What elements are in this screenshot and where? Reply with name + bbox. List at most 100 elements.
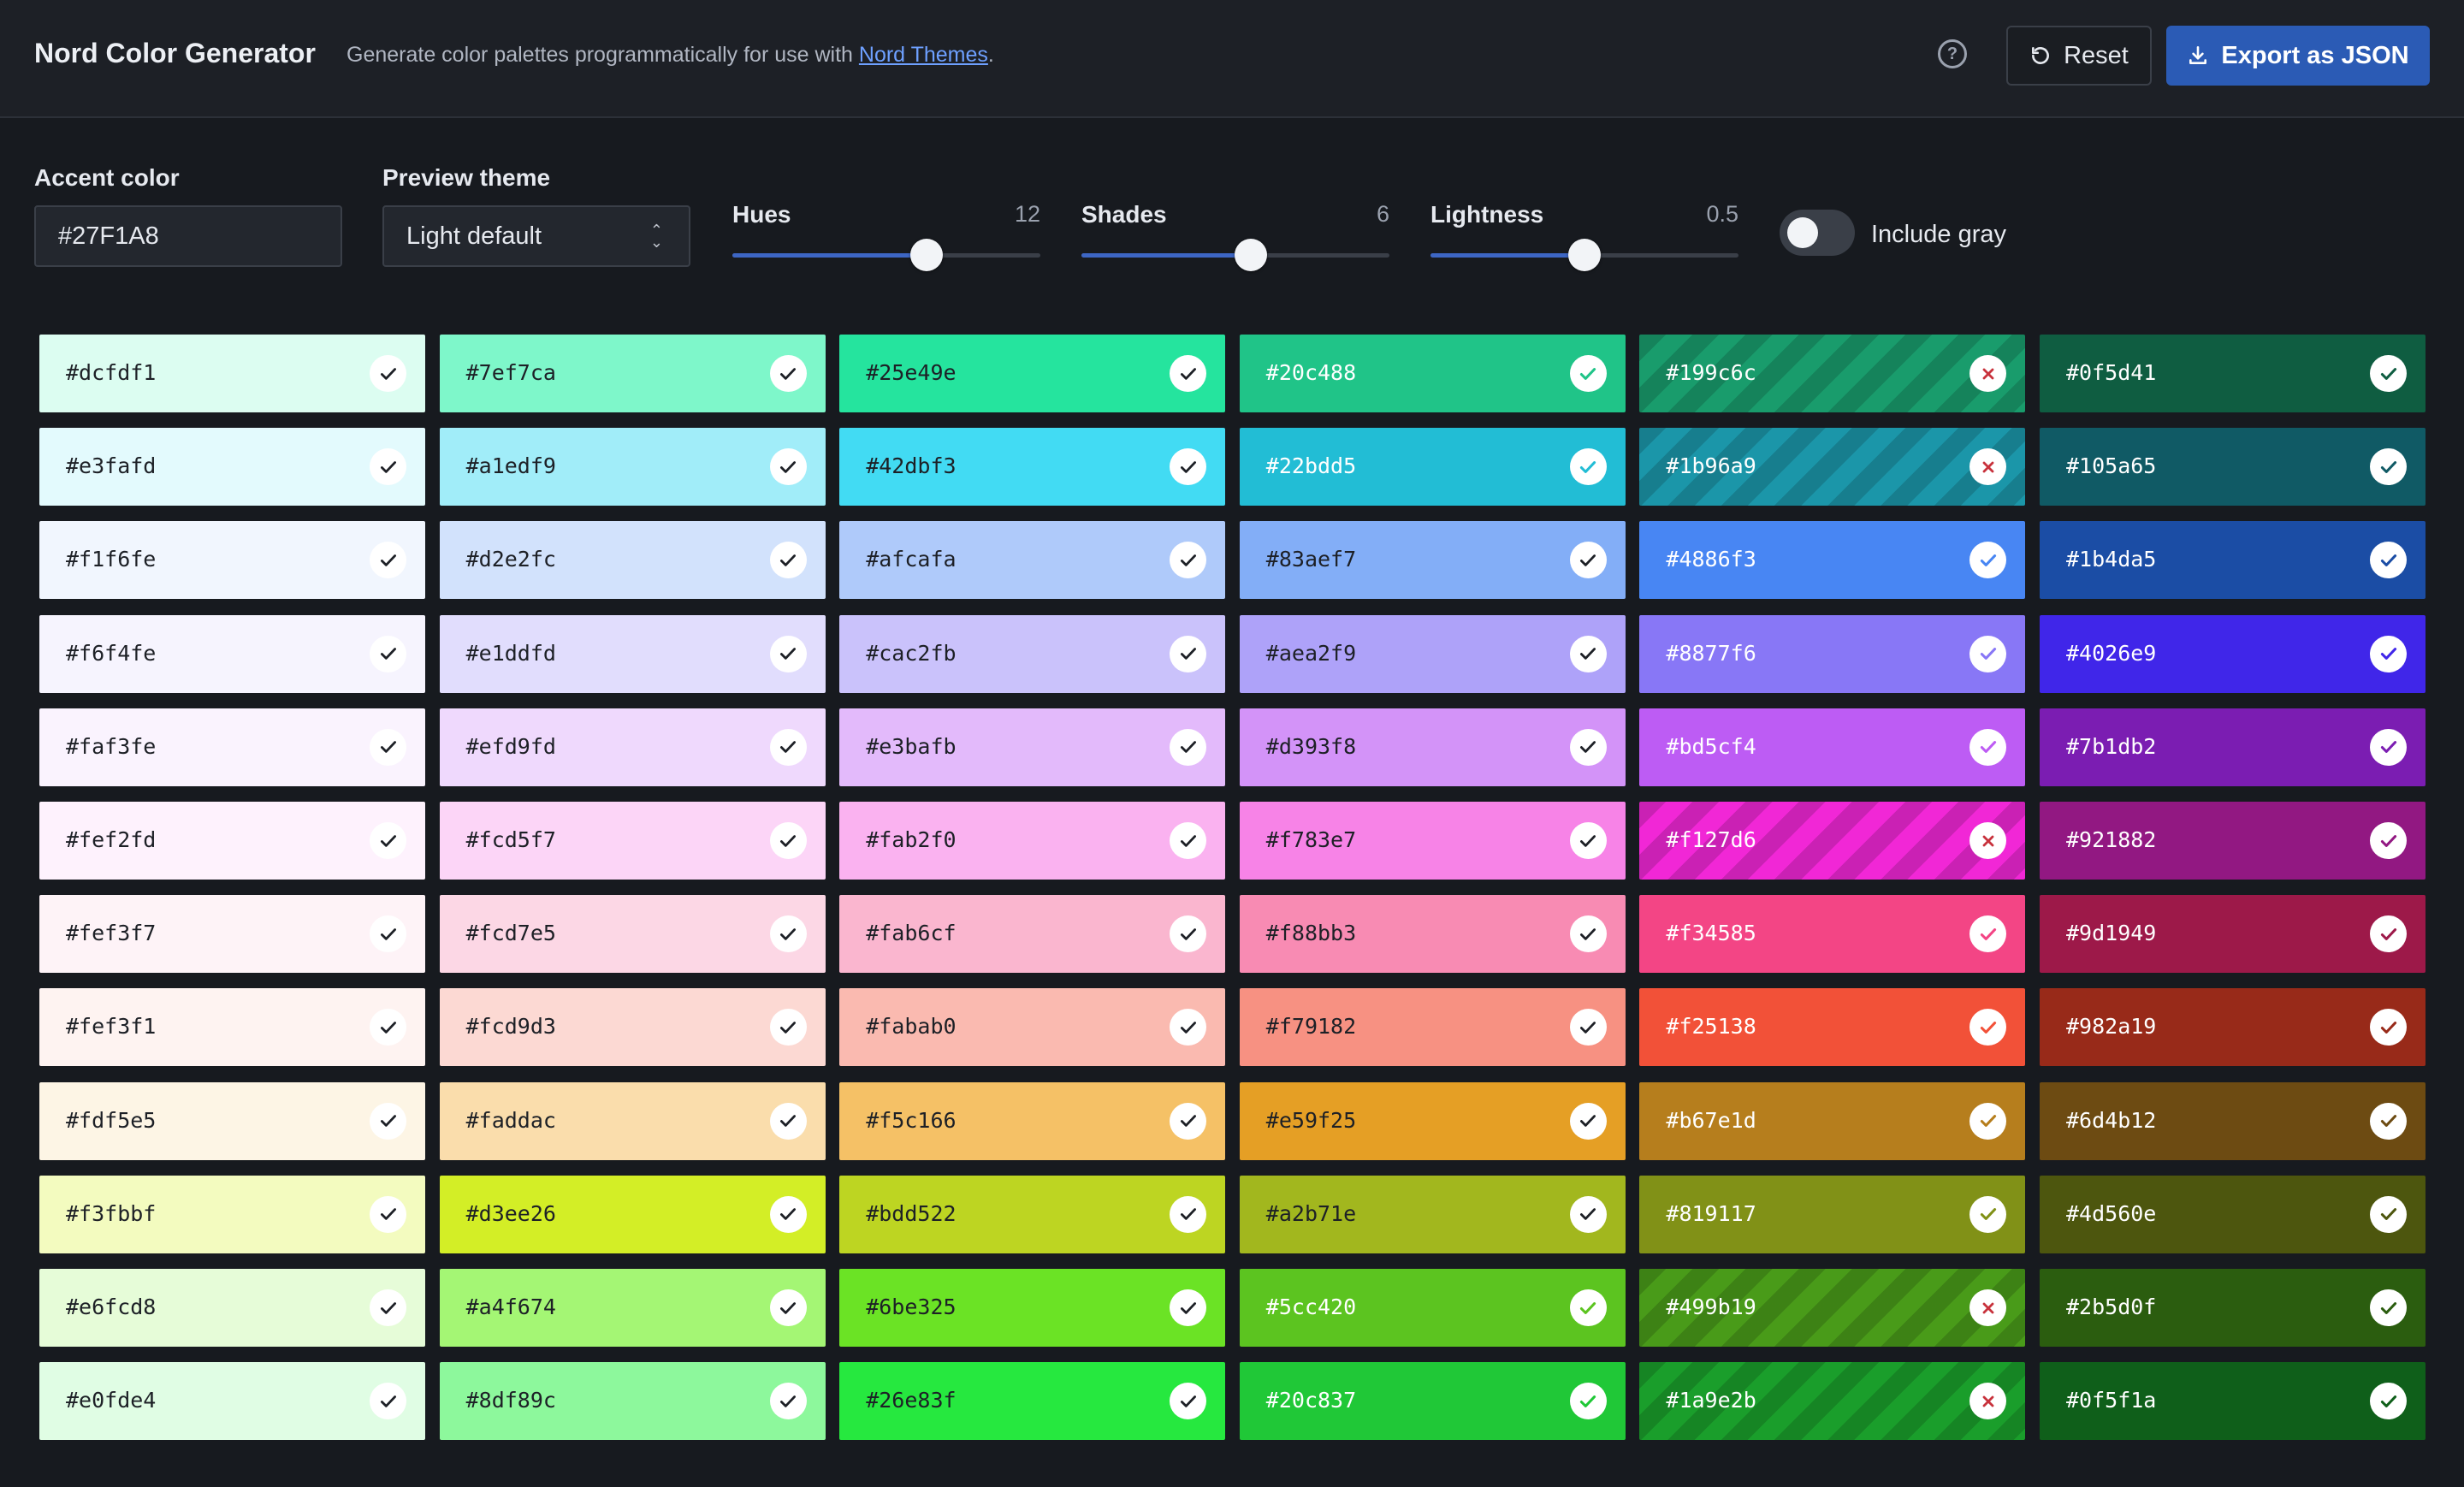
color-swatch[interactable]: #e3bafb [839,708,1226,786]
color-swatch[interactable]: #1a9e2b [1639,1362,2026,1441]
color-swatch[interactable]: #fab2f0 [839,802,1226,880]
color-swatch[interactable]: #6d4b12 [2040,1081,2426,1160]
color-swatch[interactable]: #8877f6 [1639,614,2026,693]
color-swatch[interactable]: #7b1db2 [2040,708,2426,786]
check-icon [1969,1102,2007,1140]
color-swatch[interactable]: #20c837 [1239,1362,1626,1441]
check-icon [1170,355,1207,392]
color-swatch[interactable]: #982a19 [2040,988,2426,1067]
check-icon [2370,1102,2407,1140]
color-swatch[interactable]: #1b96a9 [1639,428,2026,507]
color-swatch[interactable]: #5cc420 [1239,1269,1626,1347]
color-swatch[interactable]: #f127d6 [1639,802,2026,880]
swatch-hex-label: #afcafa [866,547,957,572]
color-swatch[interactable]: #bd5cf4 [1639,708,2026,786]
color-swatch[interactable]: #afcafa [839,521,1226,600]
color-swatch[interactable]: #f5c166 [839,1081,1226,1160]
check-icon [1569,915,1607,953]
color-swatch[interactable]: #9d1949 [2040,895,2426,974]
color-swatch[interactable]: #20c488 [1239,335,1626,412]
lightness-slider-thumb[interactable] [1568,239,1601,271]
shades-slider-thumb[interactable] [1235,239,1267,271]
color-swatch[interactable]: #e59f25 [1239,1081,1626,1160]
swatch-hex-label: #d3ee26 [465,1200,556,1226]
color-swatch[interactable]: #4886f3 [1639,521,2026,600]
check-icon [1569,1383,1607,1420]
color-swatch[interactable]: #dcfdf1 [39,335,425,412]
color-swatch[interactable]: #921882 [2040,802,2426,880]
color-swatch[interactable]: #42dbf3 [839,428,1226,507]
color-swatch[interactable]: #efd9fd [439,708,826,786]
color-swatch[interactable]: #499b19 [1639,1269,2026,1347]
color-swatch[interactable]: #26e83f [839,1362,1226,1441]
color-swatch[interactable]: #f88bb3 [1239,895,1626,974]
color-swatch[interactable]: #2b5d0f [2040,1269,2426,1347]
color-swatch[interactable]: #fdf5e5 [39,1081,425,1160]
color-swatch[interactable]: #bdd522 [839,1175,1226,1253]
color-swatch[interactable]: #fcd9d3 [439,988,826,1067]
color-swatch[interactable]: #e3fafd [39,428,425,507]
color-swatch[interactable]: #7ef7ca [439,335,826,412]
color-swatch[interactable]: #f25138 [1639,988,2026,1067]
accent-color-input[interactable]: #27F1A8 [34,205,342,267]
color-swatch[interactable]: #d3ee26 [439,1175,826,1253]
color-swatch[interactable]: #22bdd5 [1239,428,1626,507]
color-swatch[interactable]: #6be325 [839,1269,1226,1347]
color-swatch[interactable]: #fef2fd [39,802,425,880]
color-swatch[interactable]: #d393f8 [1239,708,1626,786]
color-swatch[interactable]: #faddac [439,1081,826,1160]
color-swatch[interactable]: #a1edf9 [439,428,826,507]
include-gray-toggle[interactable] [1780,210,1855,256]
hues-slider-thumb[interactable] [909,239,943,271]
color-swatch[interactable]: #d2e2fc [439,521,826,600]
color-swatch[interactable]: #faf3fe [39,708,425,786]
color-swatch[interactable]: #f34585 [1639,895,2026,974]
color-swatch[interactable]: #e1ddfd [439,614,826,693]
color-swatch[interactable]: #0f5f1a [2040,1362,2426,1441]
reset-button[interactable]: Reset [2006,26,2152,86]
color-swatch[interactable]: #fef3f7 [39,895,425,974]
shades-slider[interactable] [1081,239,1389,271]
preview-theme-select[interactable]: Light default ⌃ ⌄ [382,205,690,267]
color-swatch[interactable]: #0f5d41 [2040,335,2426,412]
color-swatch[interactable]: #fcd5f7 [439,802,826,880]
color-swatch[interactable]: #819117 [1639,1175,2026,1253]
color-swatch[interactable]: #fab6cf [839,895,1226,974]
export-label: Export as JSON [2221,41,2409,69]
color-swatch[interactable]: #8df89c [439,1362,826,1441]
color-swatch[interactable]: #fcd7e5 [439,895,826,974]
color-swatch[interactable]: #83aef7 [1239,521,1626,600]
color-swatch[interactable]: #a4f674 [439,1269,826,1347]
check-icon [769,355,807,392]
color-swatch[interactable]: #cac2fb [839,614,1226,693]
color-swatch[interactable]: #f3fbbf [39,1175,425,1253]
color-swatch[interactable]: #4026e9 [2040,614,2426,693]
swatch-hex-label: #fabab0 [866,1014,957,1040]
color-swatch[interactable]: #fabab0 [839,988,1226,1067]
color-swatch[interactable]: #f79182 [1239,988,1626,1067]
color-swatch[interactable]: #105a65 [2040,428,2426,507]
color-swatch[interactable]: #e0fde4 [39,1362,425,1441]
color-swatch[interactable]: #4d560e [2040,1175,2426,1253]
export-json-button[interactable]: Export as JSON [2166,26,2430,86]
x-icon [1969,448,2007,486]
color-swatch[interactable]: #f1f6fe [39,521,425,600]
check-icon [1569,1102,1607,1140]
color-swatch[interactable]: #199c6c [1639,335,2026,412]
nord-themes-link[interactable]: Nord Themes [858,43,988,67]
color-swatch[interactable]: #fef3f1 [39,988,425,1067]
color-swatch[interactable]: #b67e1d [1639,1081,2026,1160]
lightness-slider[interactable] [1430,239,1738,271]
color-swatch[interactable]: #aea2f9 [1239,614,1626,693]
check-icon [2370,1195,2407,1233]
color-swatch[interactable]: #1b4da5 [2040,521,2426,600]
color-swatch[interactable]: #f6f4fe [39,614,425,693]
color-swatch[interactable]: #25e49e [839,335,1226,412]
color-swatch[interactable]: #a2b71e [1239,1175,1626,1253]
hues-slider[interactable] [732,239,1040,271]
check-icon [1170,728,1207,766]
help-button[interactable]: ? [1938,39,1967,68]
color-swatch[interactable]: #f783e7 [1239,802,1626,880]
check-icon [1569,448,1607,486]
color-swatch[interactable]: #e6fcd8 [39,1269,425,1347]
